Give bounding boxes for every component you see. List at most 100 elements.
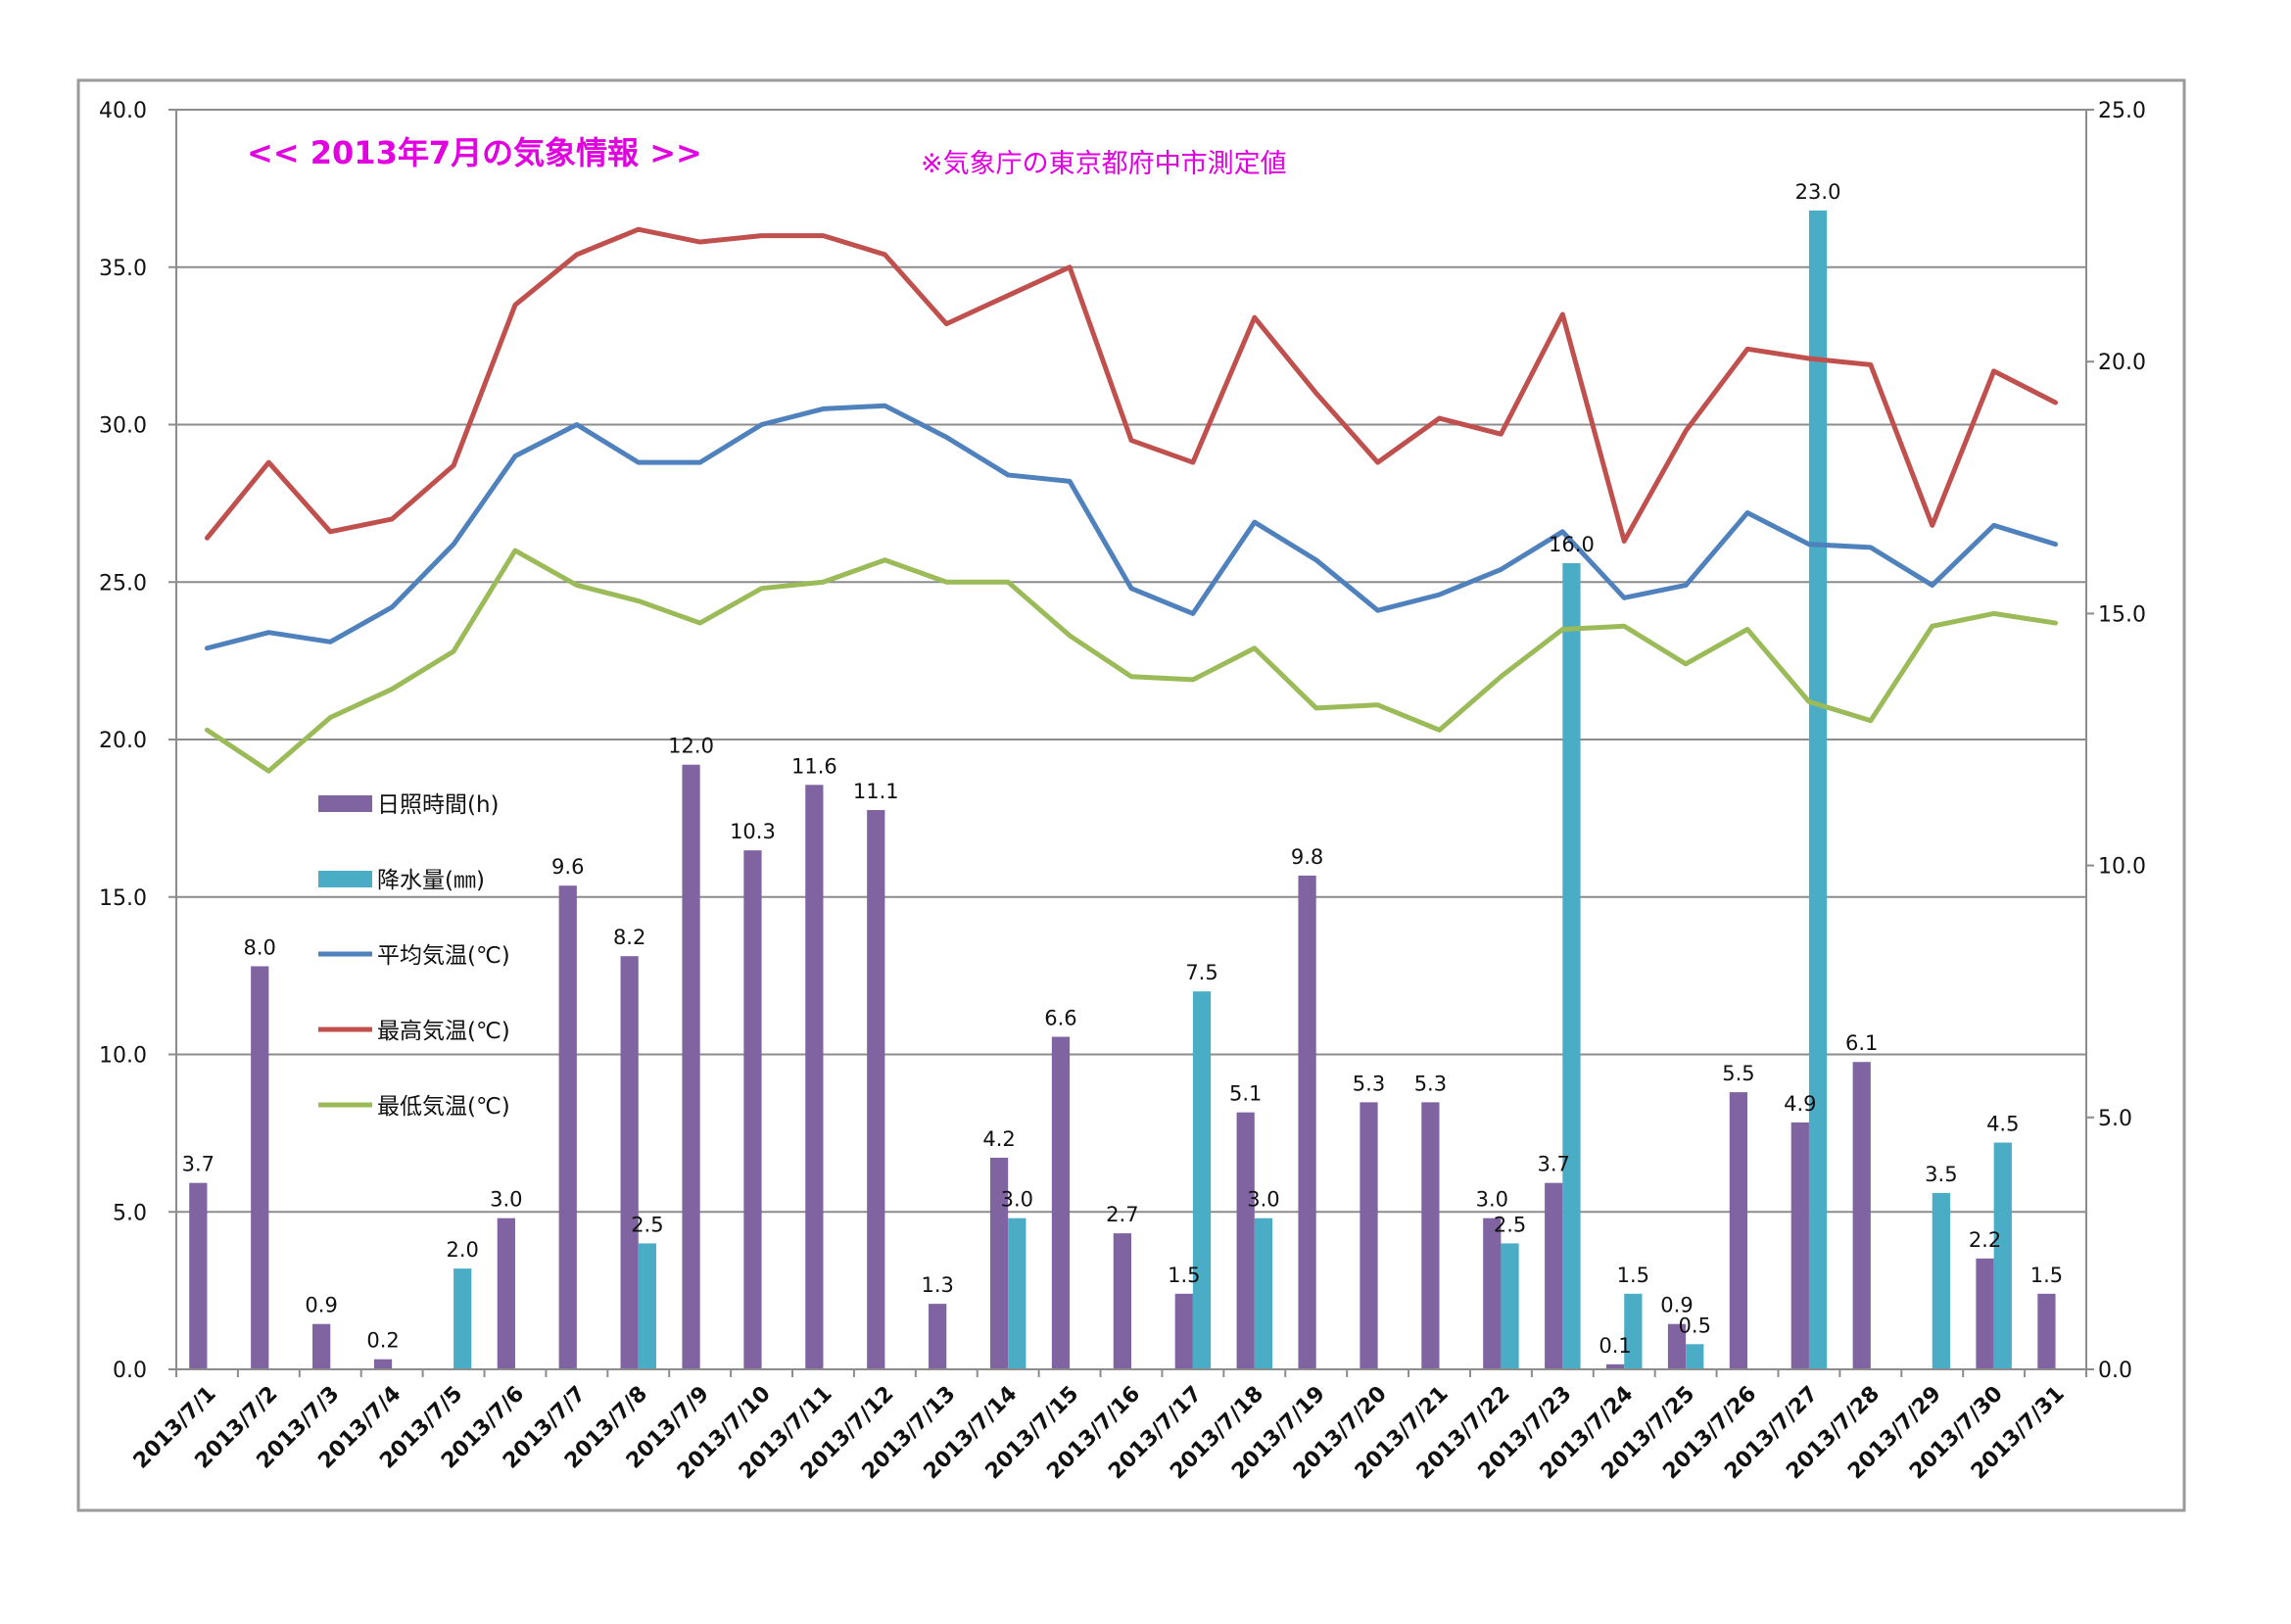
y-left-tick-label: 40.0 [99, 99, 147, 123]
data-label: 4.9 [1784, 1092, 1816, 1116]
line-point [883, 558, 886, 562]
y-right-tick-label: 0.0 [2098, 1359, 2132, 1383]
line-point [1006, 473, 1010, 477]
legend-label: 降水量(㎜) [377, 868, 485, 893]
line-point [1560, 312, 1564, 316]
line-point [944, 580, 948, 584]
bar [1254, 1218, 1273, 1369]
line-point [944, 435, 948, 439]
line-point [266, 631, 270, 635]
lines [204, 226, 2059, 774]
line-point [944, 322, 948, 326]
data-label: 0.9 [1660, 1294, 1693, 1317]
data-label: 3.0 [1001, 1188, 1033, 1212]
data-label: 8.2 [613, 926, 645, 949]
y-right-tick-label: 10.0 [2098, 855, 2146, 880]
legend-label: 日照時間(h) [377, 792, 500, 818]
line-point [1314, 558, 1318, 562]
line-point [637, 460, 641, 464]
data-label: 6.1 [1845, 1031, 1878, 1055]
line-point [1191, 678, 1195, 682]
line-point [452, 463, 455, 467]
line-point [452, 649, 455, 653]
y-left-tick-label: 30.0 [99, 414, 147, 439]
data-label: 3.0 [1476, 1188, 1508, 1212]
y-left-tick-label: 15.0 [99, 886, 147, 911]
line-point [1499, 675, 1503, 679]
line-point [575, 583, 579, 587]
bar [620, 956, 639, 1369]
data-label: 1.5 [1617, 1264, 1649, 1287]
data-label: 9.8 [1291, 845, 1323, 869]
data-label: 4.5 [1986, 1113, 2019, 1136]
data-label: 5.5 [1722, 1062, 1754, 1085]
line-point [266, 769, 270, 773]
bar [638, 1243, 657, 1369]
line-point [205, 646, 209, 650]
data-label: 0.2 [366, 1329, 399, 1353]
line-point [1745, 347, 1749, 351]
bar [1236, 1112, 1255, 1369]
bar [1008, 1218, 1026, 1369]
bar [189, 1182, 208, 1369]
line-point [452, 543, 455, 547]
line-point [266, 460, 270, 464]
line-point [390, 517, 394, 521]
line-point [2054, 401, 2058, 405]
line-point [1068, 265, 1072, 269]
y-left-tick-label: 5.0 [113, 1201, 147, 1225]
data-label: 4.2 [982, 1127, 1015, 1151]
data-label: 3.5 [1925, 1163, 1957, 1186]
bar [1686, 1344, 1704, 1369]
line-point [1376, 460, 1380, 464]
bar [1174, 1293, 1193, 1369]
line-point [205, 728, 209, 732]
bar [1852, 1062, 1871, 1369]
data-label: 9.6 [551, 855, 584, 879]
line-point [513, 454, 517, 458]
line-point [1129, 587, 1133, 591]
data-labels: 3.7 8.0 0.9 0.2 3.0 9.6 8.2 12.0 10.3 11.6 11.1 1.3… [182, 180, 2064, 1358]
bar [1298, 875, 1316, 1369]
data-label: 2.5 [1494, 1213, 1526, 1236]
bar [1501, 1243, 1519, 1369]
data-label: 2.5 [631, 1213, 663, 1236]
bar [1808, 210, 1828, 1369]
line-point [1376, 608, 1380, 612]
legend-label: 最低気温(℃) [377, 1094, 510, 1120]
data-label: 5.3 [1353, 1072, 1385, 1095]
bar [1113, 1233, 1131, 1369]
line-point [1499, 432, 1503, 436]
bar [497, 1218, 515, 1369]
line-point [1314, 391, 1318, 395]
line-point [1068, 634, 1072, 638]
y-right-tick-label: 20.0 [2098, 351, 2146, 375]
line-point [390, 688, 394, 692]
line-point [883, 404, 886, 407]
legend-swatch [318, 795, 372, 812]
bar [743, 850, 762, 1369]
line-point [1129, 439, 1133, 443]
data-label: 1.3 [921, 1273, 953, 1297]
line-point [883, 253, 886, 257]
line-point [1684, 429, 1688, 433]
line-point [1931, 583, 1934, 587]
line-point [1869, 719, 1873, 723]
y-left-tick-label: 25.0 [99, 571, 147, 596]
bar [1421, 1102, 1440, 1369]
line-point [328, 530, 332, 534]
bar [453, 1268, 472, 1369]
line-point [1869, 546, 1873, 549]
line-point [575, 253, 579, 257]
line-point [1191, 611, 1195, 615]
bar [1993, 1142, 2012, 1369]
y-right-tick-label: 25.0 [2098, 99, 2146, 123]
data-label: 1.5 [1168, 1264, 1200, 1287]
line-point [2054, 621, 2058, 625]
line-point [698, 460, 702, 464]
line-point [698, 621, 702, 625]
bar [251, 966, 269, 1369]
bar [1051, 1036, 1071, 1369]
line-point [1068, 479, 1072, 483]
line-point [1745, 627, 1749, 631]
